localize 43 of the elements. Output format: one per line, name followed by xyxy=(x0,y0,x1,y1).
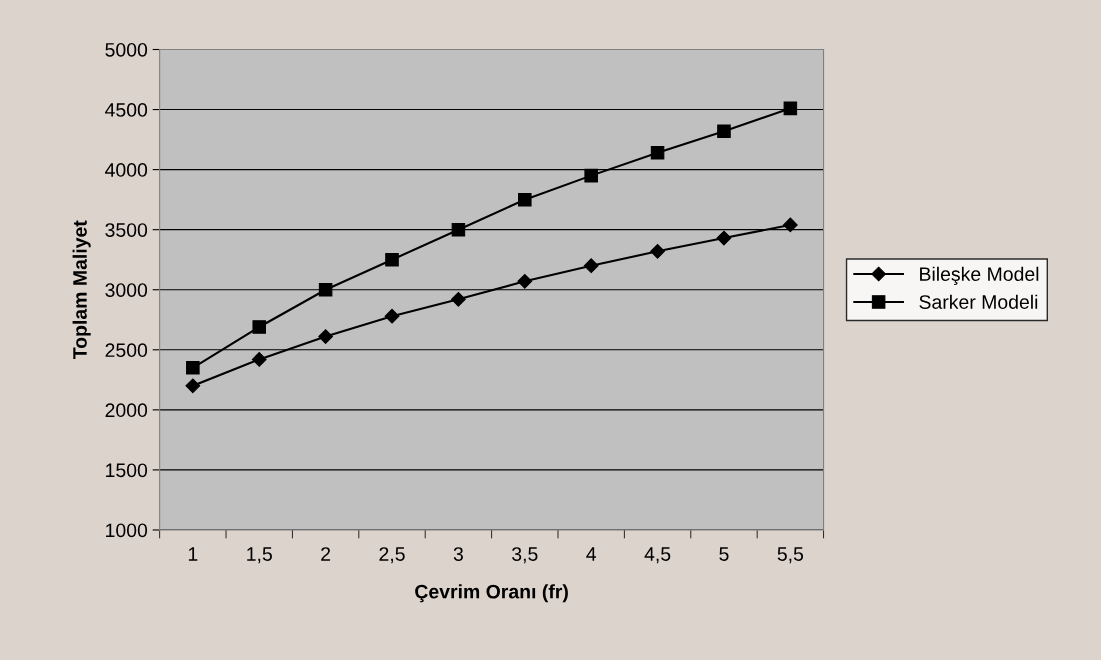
y-tick-label: 3000 xyxy=(105,283,148,297)
x-tick-label: 2 xyxy=(321,547,331,561)
y-tick-label: 3500 xyxy=(105,223,148,237)
x-axis-title: Çevrim Oranı (fr) xyxy=(415,584,568,603)
point xyxy=(384,308,400,324)
point xyxy=(252,320,266,334)
x-tick-label: 5 xyxy=(719,547,729,561)
x-tick-label: 3 xyxy=(453,547,463,561)
point xyxy=(318,329,334,344)
point xyxy=(782,217,798,233)
point xyxy=(251,352,267,367)
y-tick-label: 4000 xyxy=(105,163,148,177)
point xyxy=(518,192,532,207)
legend-label: Bileşke Model xyxy=(920,266,1039,285)
point xyxy=(783,101,798,116)
point xyxy=(385,252,399,267)
point xyxy=(717,124,731,138)
point xyxy=(716,230,732,246)
y-tick-label: 1000 xyxy=(106,523,148,538)
x-tick-label: 2,5 xyxy=(379,547,405,564)
y-tick-label: 2500 xyxy=(105,343,148,358)
y-tick-label: 5000 xyxy=(105,42,148,57)
y-tick-label: 4500 xyxy=(105,103,148,117)
point xyxy=(584,168,598,183)
point xyxy=(186,361,200,375)
x-tick-label: 1 xyxy=(188,547,198,561)
x-tick-label: 4,5 xyxy=(644,547,671,564)
x-tick-label: 1,5 xyxy=(247,547,272,564)
y-tick-label: 2000 xyxy=(105,403,148,418)
x-tick-label: 5,5 xyxy=(777,547,804,564)
point xyxy=(185,378,201,394)
point xyxy=(318,282,333,297)
point xyxy=(650,146,665,160)
x-tick-label: 4 xyxy=(586,547,597,561)
point xyxy=(451,222,466,237)
x-tick-label: 3,5 xyxy=(512,547,538,564)
point xyxy=(517,273,533,289)
legend-label: Sarker Modeli xyxy=(919,294,1038,309)
y-axis-title: Toplam Maliyet xyxy=(72,220,91,360)
point xyxy=(650,243,665,259)
y-tick-label: 1500 xyxy=(106,463,148,478)
point xyxy=(451,291,466,307)
point xyxy=(583,258,599,274)
